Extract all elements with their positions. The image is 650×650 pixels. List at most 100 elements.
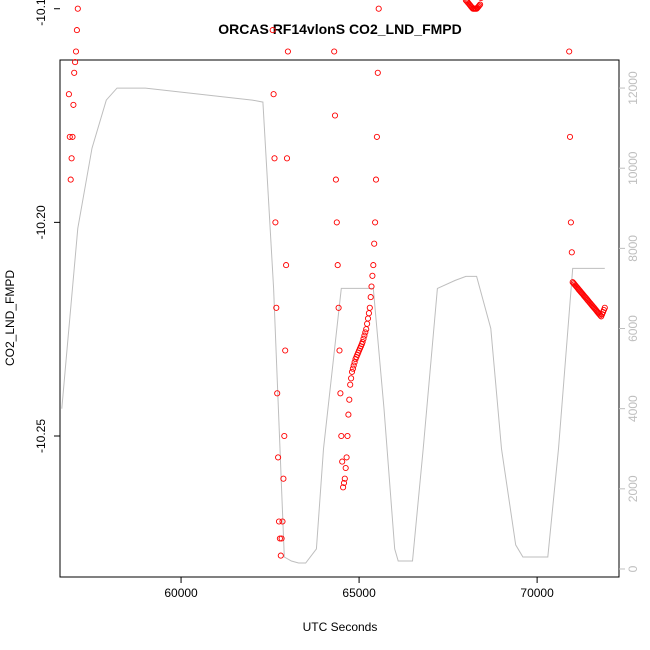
data-point xyxy=(340,479,348,487)
data-point xyxy=(72,48,80,55)
data-point xyxy=(339,458,346,465)
data-point xyxy=(281,432,288,440)
data-point xyxy=(368,283,375,290)
data-point xyxy=(359,338,366,346)
data-point xyxy=(65,91,72,98)
data-point xyxy=(277,552,284,559)
y2-tick-label: 6000 xyxy=(626,315,640,342)
data-point xyxy=(275,454,282,461)
data-point xyxy=(477,1,484,8)
data-point xyxy=(348,368,356,375)
data-point xyxy=(335,304,342,311)
data-point xyxy=(70,101,77,108)
altitude-series xyxy=(61,87,605,564)
data-point xyxy=(333,219,340,226)
x-axis: 60000 65000 70000 xyxy=(164,577,554,600)
data-point xyxy=(478,0,484,2)
data-point xyxy=(331,48,338,55)
data-point xyxy=(348,375,355,382)
data-point xyxy=(372,219,379,226)
y2-tick-label: 10000 xyxy=(626,151,640,185)
chart-title: ORCAS RF14vlonS CO2_LND_FMPD xyxy=(218,21,461,37)
data-point xyxy=(371,240,378,247)
data-point xyxy=(336,347,343,354)
data-point xyxy=(278,535,285,542)
x-axis-label: UTC Seconds xyxy=(303,620,378,634)
data-point xyxy=(340,484,347,491)
data-point xyxy=(73,27,80,34)
plot-frame xyxy=(59,59,620,578)
data-point xyxy=(331,112,339,119)
data-point xyxy=(334,262,341,269)
data-point xyxy=(369,272,376,279)
data-point xyxy=(341,475,348,482)
data-point xyxy=(338,432,345,440)
data-point xyxy=(370,262,377,269)
data-point xyxy=(344,432,351,440)
y-tick-label: -10.20 xyxy=(34,205,48,239)
data-point xyxy=(366,304,373,311)
y-axis-right: 0 2000 4000 6000 8000 10000 12000 xyxy=(619,71,640,572)
y2-tick-label: 4000 xyxy=(626,395,640,422)
data-point xyxy=(284,48,291,55)
data-point xyxy=(567,219,574,226)
co2-series xyxy=(65,0,608,559)
data-point xyxy=(374,69,381,76)
data-point xyxy=(283,155,291,162)
data-point xyxy=(279,518,286,525)
data-point xyxy=(273,304,280,311)
data-point xyxy=(361,332,368,339)
data-point xyxy=(349,365,356,372)
data-point xyxy=(568,249,575,256)
y2-tick-label: 2000 xyxy=(626,475,640,502)
data-point xyxy=(74,5,81,12)
data-point xyxy=(566,133,574,140)
data-point xyxy=(347,381,354,388)
data-point xyxy=(346,396,353,403)
y2-tick-label: 0 xyxy=(626,565,640,572)
data-point xyxy=(71,69,78,76)
data-point xyxy=(280,475,287,482)
data-point xyxy=(367,294,374,301)
data-point xyxy=(282,347,289,354)
data-point xyxy=(343,454,350,461)
data-point xyxy=(337,390,344,397)
data-point xyxy=(68,155,75,162)
data-point xyxy=(72,59,79,66)
data-point xyxy=(274,390,281,397)
data-point xyxy=(66,133,73,140)
data-point xyxy=(342,464,349,472)
data-point xyxy=(283,262,290,269)
data-point xyxy=(272,219,279,226)
data-point xyxy=(350,362,357,369)
y2-tick-label: 12000 xyxy=(626,71,640,105)
data-point xyxy=(69,133,76,140)
data-point xyxy=(351,359,358,366)
data-point xyxy=(372,176,380,183)
y-tick-label: -10.15 xyxy=(34,0,48,26)
data-point xyxy=(332,176,339,183)
x-tick-label: 70000 xyxy=(520,586,554,600)
data-point xyxy=(275,518,283,525)
data-point xyxy=(373,133,380,140)
altitude-line xyxy=(61,87,605,564)
data-point xyxy=(269,27,276,34)
y-axis-left: -10.25-10.20-10.15-10.10-10.05-10.00 xyxy=(34,0,60,453)
data-point xyxy=(566,48,573,55)
y-tick-label: -10.25 xyxy=(34,419,48,453)
data-point xyxy=(67,176,74,183)
data-point xyxy=(362,329,369,336)
x-tick-label: 60000 xyxy=(164,586,198,600)
y-axis-label: CO2_LND_FMPD xyxy=(3,270,17,366)
data-point xyxy=(276,535,283,542)
data-point xyxy=(601,304,608,311)
data-point xyxy=(375,5,382,12)
data-point xyxy=(476,2,483,9)
x-tick-label: 65000 xyxy=(342,586,376,600)
data-point xyxy=(270,91,277,98)
data-point xyxy=(271,155,278,162)
data-point xyxy=(360,335,367,342)
y2-tick-label: 8000 xyxy=(626,235,640,262)
